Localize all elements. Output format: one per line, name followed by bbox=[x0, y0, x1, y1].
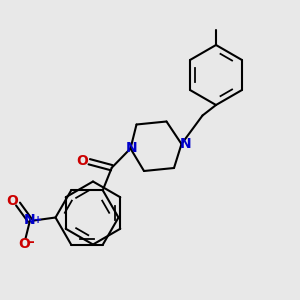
Text: O: O bbox=[7, 194, 19, 208]
Text: N: N bbox=[125, 141, 137, 155]
Text: O: O bbox=[18, 238, 30, 251]
Text: O: O bbox=[77, 154, 88, 168]
Text: N: N bbox=[24, 214, 36, 227]
Text: -: - bbox=[28, 235, 34, 249]
Text: +: + bbox=[34, 215, 42, 225]
Text: N: N bbox=[179, 137, 191, 151]
